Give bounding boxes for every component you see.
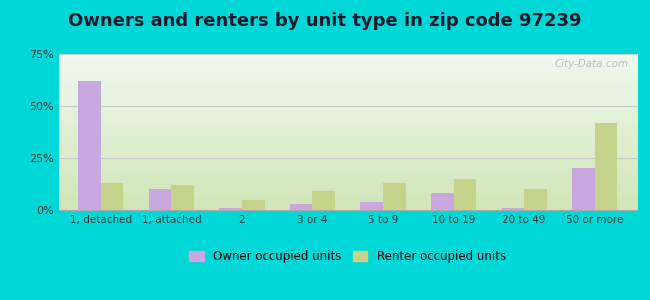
Bar xyxy=(361,202,383,210)
Text: Owners and renters by unit type in zip code 97239: Owners and renters by unit type in zip c… xyxy=(68,12,582,30)
Legend: Owner occupied units, Renter occupied units: Owner occupied units, Renter occupied un… xyxy=(190,250,506,263)
Bar xyxy=(78,81,101,210)
Text: City-Data.com: City-Data.com xyxy=(554,59,629,69)
Bar xyxy=(172,185,194,210)
Bar xyxy=(595,123,618,210)
Bar xyxy=(290,204,313,210)
Bar xyxy=(572,168,595,210)
Bar xyxy=(313,191,335,210)
Bar xyxy=(454,179,476,210)
Bar xyxy=(242,200,265,210)
Bar xyxy=(524,189,547,210)
Bar xyxy=(502,208,524,210)
Bar xyxy=(383,183,406,210)
Bar xyxy=(219,208,242,210)
Bar xyxy=(101,183,124,210)
Bar xyxy=(431,194,454,210)
Bar xyxy=(149,189,172,210)
